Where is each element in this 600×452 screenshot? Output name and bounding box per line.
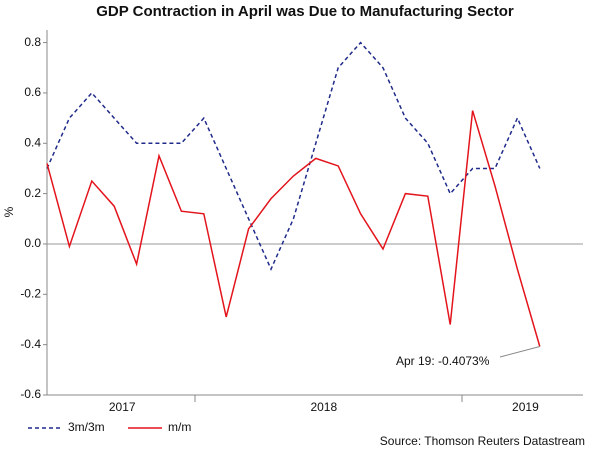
- y-tick-label: 0.6: [24, 85, 41, 99]
- chart-title: GDP Contraction in April was Due to Manu…: [96, 3, 514, 20]
- y-tick-label: 0.2: [24, 186, 41, 200]
- annotation: Apr 19: -0.4073%: [396, 354, 490, 368]
- y-tick-label: 0.0: [24, 236, 41, 250]
- legend-label: 3m/3m: [68, 420, 105, 434]
- y-tick-label: -0.4: [20, 337, 41, 351]
- legend-label: m/m: [168, 420, 191, 434]
- source-note: Source: Thomson Reuters Datastream: [380, 434, 585, 448]
- y-tick-label: 0.4: [24, 135, 41, 149]
- y-axis-label: %: [2, 206, 16, 217]
- annotation-leader: [499, 346, 540, 358]
- x-tick-label: 2018: [310, 400, 337, 414]
- series-line: [46, 110, 541, 347]
- y-tick-label: -0.2: [20, 286, 41, 300]
- y-tick-label: -0.6: [20, 387, 41, 401]
- y-tick-label: 0.8: [24, 35, 41, 49]
- series-line: [46, 41, 541, 271]
- x-tick-label: 2017: [109, 400, 136, 414]
- x-tick-label: 2019: [512, 400, 539, 414]
